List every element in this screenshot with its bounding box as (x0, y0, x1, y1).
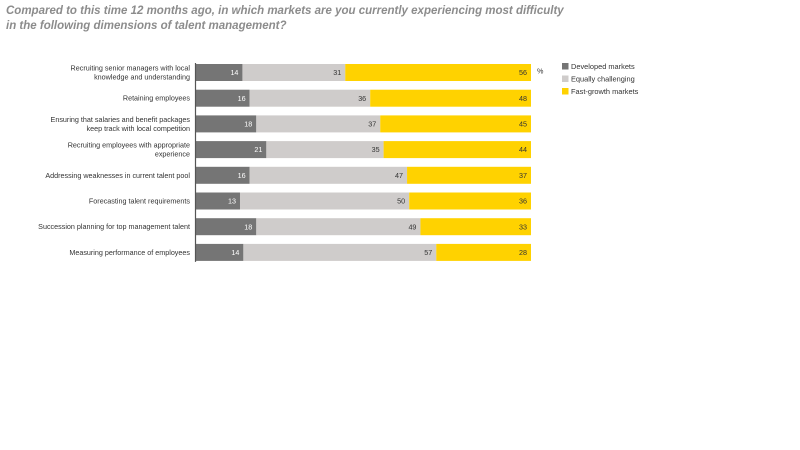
data-label: 35 (372, 145, 380, 154)
data-label: 48 (519, 94, 527, 103)
legend-label: Equally challenging (571, 75, 635, 84)
data-label: 47 (395, 171, 403, 180)
bar-segment (409, 192, 531, 210)
unit-label: % (537, 67, 544, 76)
bar-segment (420, 218, 531, 236)
data-label: 16 (238, 171, 246, 180)
bar-segment (196, 243, 244, 261)
data-label: 18 (244, 120, 252, 129)
category-label: knowledge and understanding (94, 73, 190, 82)
category-label: Recruiting employees with appropriate (68, 141, 190, 150)
bars-group: 14 31 56 16 36 48 18 37 45 21 35 44 16 47 37 13 50 36 18 49… (196, 64, 531, 261)
data-label: 56 (519, 68, 527, 77)
category-label: keep track with local competition (87, 124, 190, 133)
category-label: experience (155, 150, 190, 159)
data-label: 49 (408, 222, 416, 231)
bar-segment (407, 166, 531, 184)
bar-segment (249, 89, 371, 107)
data-label: 37 (368, 120, 376, 129)
legend-swatch (562, 88, 569, 95)
bar-segment (196, 89, 250, 107)
data-label: 14 (230, 68, 238, 77)
bar-segment (370, 89, 531, 107)
data-label: 16 (238, 94, 246, 103)
bar-segment (345, 64, 531, 81)
category-label: Addressing weaknesses in current talent … (45, 171, 190, 180)
data-label: 36 (519, 197, 527, 206)
data-label: 36 (358, 94, 366, 103)
bar-segment (436, 243, 531, 261)
bar-segment (196, 141, 267, 159)
data-label: 44 (519, 145, 527, 154)
category-label: Forecasting talent requirements (89, 197, 190, 206)
data-label: 28 (519, 248, 527, 257)
legend-label: Developed markets (571, 62, 635, 71)
data-label: 50 (397, 197, 405, 206)
category-label: Ensuring that salaries and benefit packa… (51, 115, 191, 124)
bar-segment (196, 115, 257, 133)
category-label: Succession planning for top management t… (38, 222, 190, 231)
data-label: 13 (228, 197, 236, 206)
legend-label: Fast-growth markets (571, 87, 639, 96)
category-label: Measuring performance of employees (69, 248, 190, 257)
data-label: 57 (424, 248, 432, 257)
legend: Developed markets Equally challenging Fast… (562, 62, 639, 96)
bar-segment (256, 115, 381, 133)
data-label: 45 (519, 120, 527, 129)
data-label: 18 (244, 222, 252, 231)
category-labels-group: Recruiting senior managers with localkno… (38, 64, 190, 257)
bar-segment (242, 64, 346, 81)
bar-segment (266, 141, 384, 159)
legend-swatch (562, 75, 569, 82)
bar-segment (196, 166, 250, 184)
data-label: 31 (333, 68, 341, 77)
data-label: 37 (519, 171, 527, 180)
legend-swatch (562, 63, 569, 70)
bar-segment (256, 218, 421, 236)
bar-segment (196, 192, 240, 210)
bar-segment (383, 141, 531, 159)
bar-segment (243, 243, 437, 261)
bar-segment (249, 166, 408, 184)
data-label: 21 (254, 145, 262, 154)
data-label: 33 (519, 222, 527, 231)
data-label: 14 (231, 248, 239, 257)
chart-title: Compared to this time 12 months ago, in … (6, 5, 564, 32)
category-label: Recruiting senior managers with local (71, 64, 191, 73)
bar-segment (380, 115, 531, 133)
category-label: Retaining employees (123, 94, 191, 103)
bar-segment (239, 192, 410, 210)
bar-segment (196, 64, 243, 81)
bar-segment (196, 218, 257, 236)
